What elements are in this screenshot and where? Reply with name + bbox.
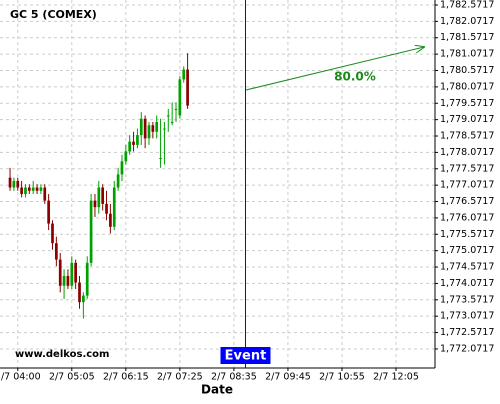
candle-body bbox=[109, 213, 112, 227]
y-tick-label: 1,774.5717 bbox=[440, 262, 494, 273]
candle-body bbox=[143, 118, 147, 139]
event-label: Event bbox=[225, 349, 267, 364]
candle-body bbox=[58, 259, 62, 286]
candle-body bbox=[159, 158, 162, 160]
candle-body bbox=[112, 187, 116, 227]
candle-body bbox=[182, 69, 186, 80]
candle-body bbox=[74, 262, 78, 283]
candle-body bbox=[82, 295, 85, 303]
candle-body bbox=[55, 243, 58, 260]
candle-body bbox=[105, 203, 108, 214]
candle-body bbox=[163, 128, 166, 130]
y-tick-label: 1,773.5717 bbox=[440, 294, 494, 305]
watermark: www.delkos.com bbox=[15, 349, 109, 360]
candle-body bbox=[166, 115, 170, 117]
candle-body bbox=[120, 161, 124, 175]
plot-area bbox=[0, 0, 435, 368]
candle-body bbox=[116, 174, 120, 188]
candle-body bbox=[78, 282, 81, 303]
candle-body bbox=[43, 187, 47, 201]
candle-body bbox=[31, 187, 35, 191]
x-tick-label: 2/7 05:05 bbox=[49, 372, 95, 383]
x-tick-label: 2/7 04:00 bbox=[0, 372, 41, 383]
candle-body bbox=[101, 187, 105, 204]
candle-body bbox=[89, 200, 93, 263]
y-tick-label: 1,772.5717 bbox=[440, 327, 494, 338]
x-axis-label: Date bbox=[201, 383, 233, 397]
y-tick-label: 1,775.0717 bbox=[440, 245, 494, 256]
x-tick-label: 2/7 10:55 bbox=[319, 372, 365, 383]
y-tick-label: 1,782.0717 bbox=[440, 16, 494, 27]
y-tick-label: 1,775.5717 bbox=[440, 229, 494, 240]
candle-body bbox=[147, 125, 151, 139]
candle-body bbox=[27, 187, 31, 191]
candle-body bbox=[85, 262, 89, 296]
candle-body bbox=[51, 223, 54, 244]
y-tick-label: 1,772.0717 bbox=[440, 343, 494, 354]
y-tick-label: 1,778.0717 bbox=[440, 147, 494, 158]
candle-body bbox=[178, 79, 182, 116]
candle-body bbox=[66, 275, 70, 286]
candle-body bbox=[151, 125, 155, 132]
candle-body bbox=[62, 275, 66, 286]
candle-body bbox=[20, 187, 23, 195]
candle-body bbox=[136, 135, 139, 145]
candle-body bbox=[124, 151, 128, 162]
event-box bbox=[220, 347, 271, 364]
candle-body bbox=[174, 108, 178, 110]
candle-body bbox=[39, 187, 43, 191]
annotation: 80.0% bbox=[334, 70, 376, 84]
candle-body bbox=[12, 180, 16, 188]
y-tick-label: 1,774.0717 bbox=[440, 278, 494, 289]
candle-body bbox=[132, 141, 135, 145]
y-tick-label: 1,777.5717 bbox=[440, 163, 494, 174]
y-tick-label: 1,773.0717 bbox=[440, 311, 494, 322]
x-tick-label: 2/7 08:35 bbox=[211, 372, 257, 383]
x-tick-label: 2/7 09:45 bbox=[265, 372, 311, 383]
y-tick-label: 1,776.5717 bbox=[440, 196, 494, 207]
candle-body bbox=[128, 141, 132, 152]
candle-body bbox=[16, 180, 20, 188]
y-tick-label: 1,778.5717 bbox=[440, 131, 494, 142]
candle-body bbox=[70, 262, 74, 286]
candle-body bbox=[97, 187, 101, 208]
y-tick-label: 1,780.0717 bbox=[440, 81, 494, 92]
forecast-arrow bbox=[245, 47, 424, 91]
candle-body bbox=[155, 121, 159, 132]
candle-body bbox=[47, 200, 50, 224]
y-tick-label: 1,780.5717 bbox=[440, 65, 494, 76]
chart-title: GC 5 (COMEX) bbox=[10, 8, 97, 21]
y-tick-label: 1,777.0717 bbox=[440, 180, 494, 191]
y-tick-label: 1,782.5717 bbox=[440, 0, 494, 10]
candle-body bbox=[139, 118, 143, 136]
x-tick-label: 2/7 12:05 bbox=[373, 372, 419, 383]
x-tick-label: 2/7 06:15 bbox=[103, 372, 149, 383]
candle-body bbox=[35, 187, 39, 191]
candle-body bbox=[170, 121, 174, 123]
y-tick-label: 1,781.5717 bbox=[440, 32, 494, 43]
y-tick-label: 1,781.0717 bbox=[440, 49, 494, 60]
y-tick-label: 1,776.0717 bbox=[440, 212, 494, 223]
candle-body bbox=[186, 69, 189, 106]
candle-body bbox=[93, 200, 97, 208]
y-tick-label: 1,779.5717 bbox=[440, 98, 494, 109]
x-tick-label: 2/7 07:25 bbox=[157, 372, 203, 383]
candle-body bbox=[8, 177, 12, 188]
y-tick-label: 1,779.0717 bbox=[440, 114, 494, 125]
candle-body bbox=[24, 187, 27, 195]
